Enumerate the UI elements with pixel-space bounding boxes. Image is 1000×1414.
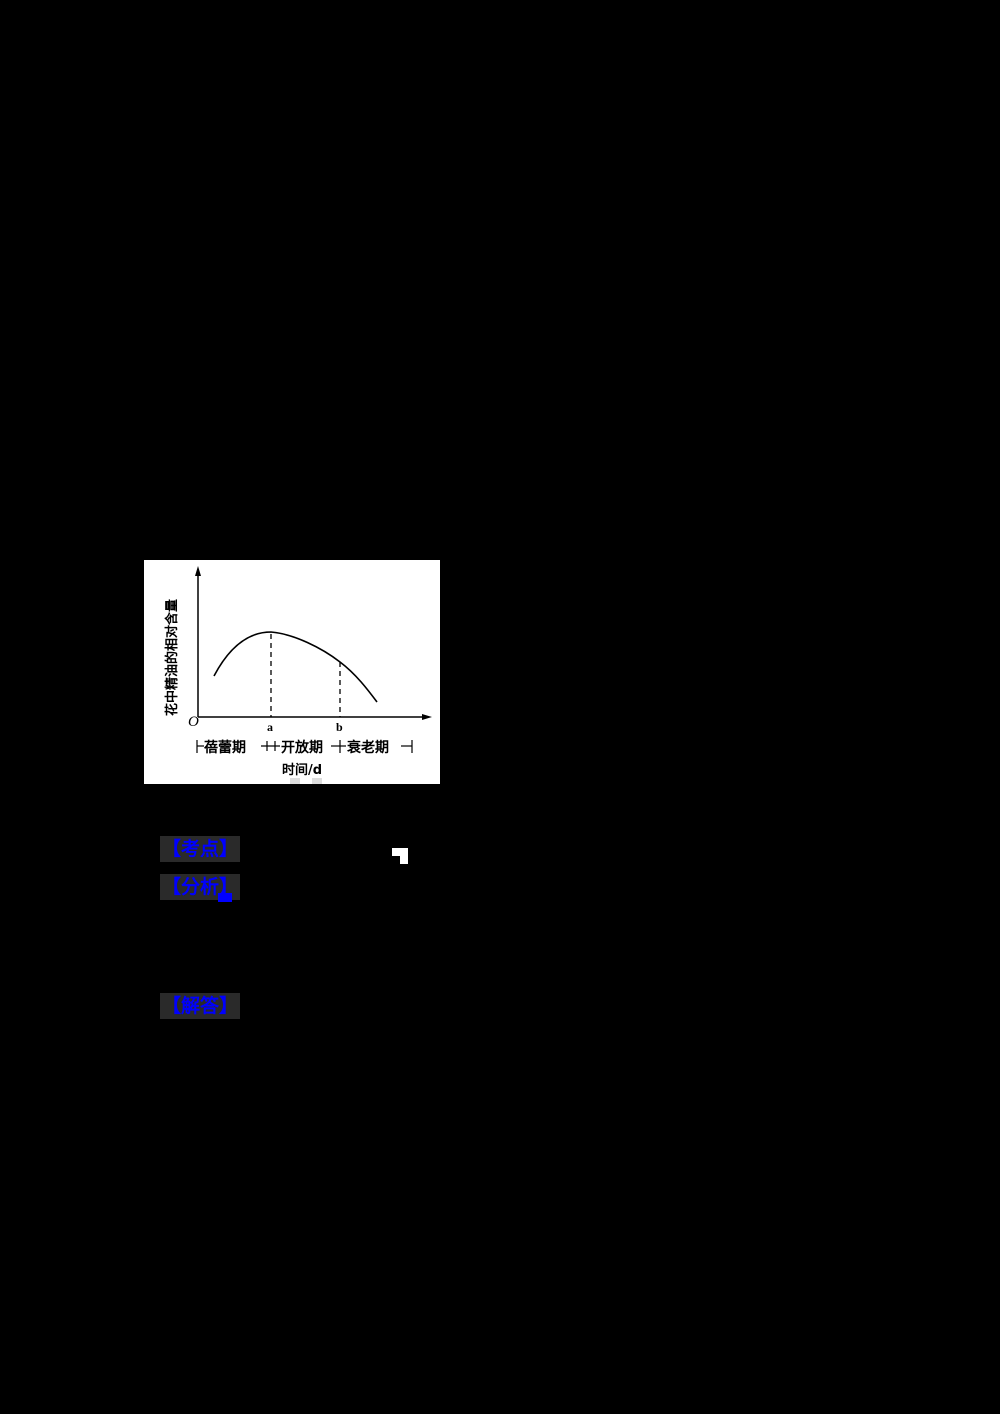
period-brackets	[196, 740, 413, 753]
period-label-bud: 蓓蕾期	[203, 739, 246, 756]
x-tick-b: b	[336, 720, 343, 734]
x-axis-label: 时间/d	[282, 762, 322, 778]
section-label-jieda: 【解答】	[160, 993, 241, 1019]
y-axis-arrow-icon	[195, 566, 201, 576]
white-mark	[392, 848, 408, 864]
scan-artifact	[290, 778, 300, 784]
section-label-kaodian: 【考点】	[160, 836, 241, 862]
section-label-fenxi: 【分析】	[160, 874, 241, 900]
underline-mark	[218, 893, 232, 902]
data-curve	[213, 631, 378, 703]
period-label-senescence: 衰老期	[346, 739, 389, 756]
chart-svg: O a b 蓓蕾期 开放期 衰老期 时间/d 花中精油的相对含量	[164, 566, 432, 784]
x-axis-arrow-icon	[422, 714, 432, 720]
period-label-bloom: 开放期	[281, 739, 323, 756]
y-axis-label: 花中精油的相对含量	[164, 599, 180, 716]
x-tick-a: a	[267, 720, 273, 734]
chart-figure: O a b 蓓蕾期 开放期 衰老期 时间/d 花中精油的相对含量	[144, 560, 440, 784]
scan-artifact	[312, 778, 322, 784]
origin-label: O	[188, 714, 199, 730]
